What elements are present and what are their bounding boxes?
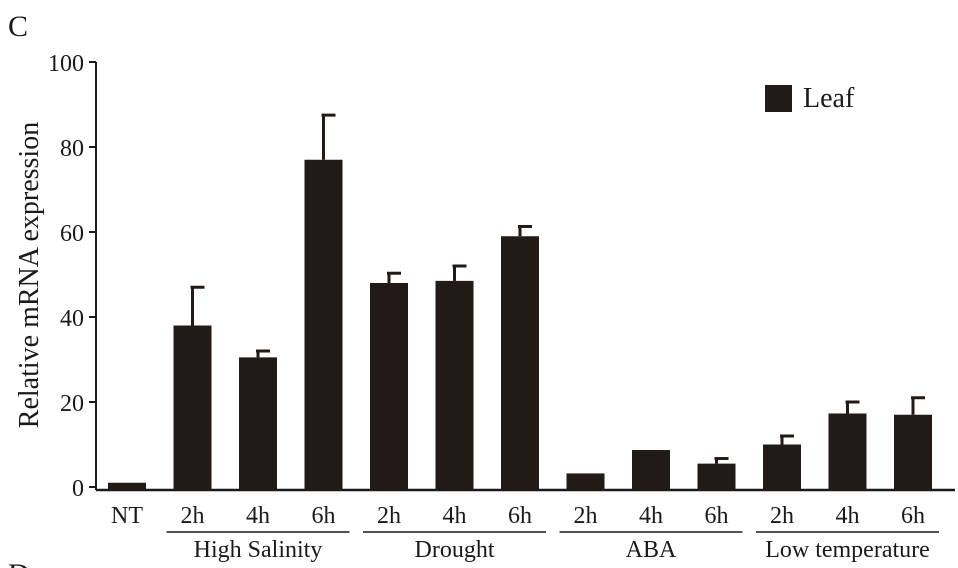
y-tick-label: 100 (48, 51, 84, 77)
bar (894, 414, 932, 490)
y-tick-label: 40 (60, 306, 84, 332)
y-tick-label: 20 (60, 391, 84, 417)
bar (108, 482, 146, 490)
y-tick-label: 80 (60, 136, 84, 162)
x-tick-label: 2h (574, 503, 598, 529)
y-tick-label: 0 (72, 476, 84, 502)
x-tick-label: 4h (639, 503, 663, 529)
bar (239, 357, 277, 490)
x-tick-label: 4h (443, 503, 467, 529)
group-label: High Salinity (194, 537, 323, 563)
x-tick-label: 6h (901, 503, 925, 529)
legend-label: Leaf (803, 83, 855, 114)
bar (566, 473, 605, 490)
group-label: ABA (626, 537, 677, 563)
legend-swatch (765, 85, 792, 112)
x-tick-label: NT (111, 503, 143, 529)
y-tick-label: 60 (60, 221, 84, 247)
y-axis-label: Relative mRNA expression (14, 122, 45, 428)
group-label: Drought (415, 537, 495, 563)
bar (304, 159, 343, 490)
group-label: Low temperature (765, 537, 930, 563)
x-tick-label: 4h (246, 503, 270, 529)
bar (501, 236, 539, 490)
bar (697, 463, 736, 490)
panel-label: C (8, 10, 28, 43)
x-tick-label: 4h (836, 503, 860, 529)
x-tick-label: 2h (377, 503, 401, 529)
x-tick-label: 2h (181, 503, 205, 529)
x-tick-label: 6h (508, 503, 532, 529)
x-tick-label: 6h (705, 503, 729, 529)
plot-area: 0 20 40 60 80 100 NT 2h 4h 6h 2h 4h 6h 2h 4h 6h 2h 4h 6h Hi… (48, 51, 955, 563)
x-tick-label: 6h (312, 503, 336, 529)
bar (632, 450, 670, 490)
bar (828, 413, 867, 490)
next-panel-label: D (8, 558, 30, 568)
bar (173, 325, 212, 490)
x-tick-label: 2h (770, 503, 794, 529)
bar (370, 283, 408, 490)
bar (763, 444, 801, 490)
bar (435, 280, 474, 490)
